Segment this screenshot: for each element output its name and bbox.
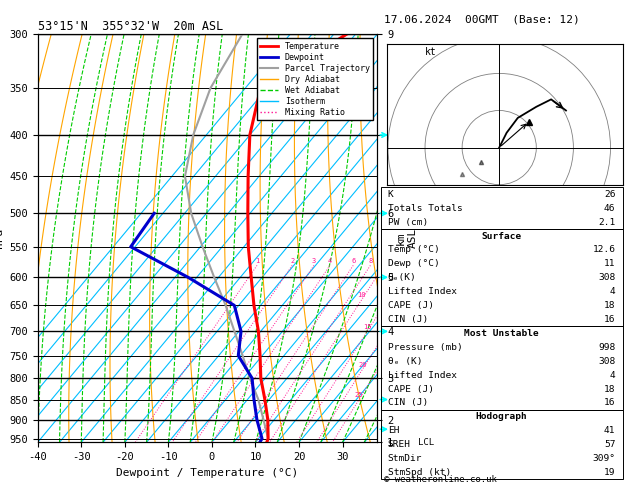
Text: Hodograph: Hodograph (476, 412, 528, 421)
Text: StmSpd (kt): StmSpd (kt) (388, 468, 451, 477)
Text: 46: 46 (604, 204, 615, 213)
Text: LCL: LCL (418, 438, 434, 447)
Text: Surface: Surface (482, 232, 521, 241)
Text: 15: 15 (363, 324, 372, 330)
Text: θₑ(K): θₑ(K) (388, 273, 416, 282)
Text: 308: 308 (598, 357, 615, 365)
Text: 4: 4 (610, 371, 615, 380)
Text: 17.06.2024  00GMT  (Base: 12): 17.06.2024 00GMT (Base: 12) (384, 14, 579, 24)
Text: K: K (388, 190, 394, 199)
Text: 20: 20 (358, 362, 367, 367)
Text: 4: 4 (328, 258, 332, 263)
Text: CIN (J): CIN (J) (388, 315, 428, 324)
Text: StmDir: StmDir (388, 454, 422, 463)
Text: 2.1: 2.1 (598, 218, 615, 226)
Text: Totals Totals: Totals Totals (388, 204, 462, 213)
Text: 10: 10 (357, 292, 366, 298)
Text: kt: kt (425, 47, 437, 57)
Text: 11: 11 (604, 260, 615, 268)
Text: 2: 2 (290, 258, 294, 263)
Text: 41: 41 (604, 426, 615, 435)
Text: 16: 16 (604, 315, 615, 324)
Text: 4: 4 (610, 287, 615, 296)
Text: © weatheronline.co.uk: © weatheronline.co.uk (384, 474, 496, 484)
Text: 19: 19 (604, 468, 615, 477)
Text: Lifted Index: Lifted Index (388, 287, 457, 296)
Text: Dewp (°C): Dewp (°C) (388, 260, 440, 268)
Text: 18: 18 (604, 301, 615, 310)
Text: 25: 25 (355, 392, 363, 398)
Text: CAPE (J): CAPE (J) (388, 301, 434, 310)
Text: CAPE (J): CAPE (J) (388, 384, 434, 394)
Text: 57: 57 (604, 440, 615, 449)
Text: θₑ (K): θₑ (K) (388, 357, 422, 365)
Text: CIN (J): CIN (J) (388, 399, 428, 407)
Bar (381, 229, 623, 326)
Text: SREH: SREH (388, 440, 411, 449)
Text: Lifted Index: Lifted Index (388, 371, 457, 380)
Text: 18: 18 (604, 384, 615, 394)
Bar (381, 410, 623, 479)
Y-axis label: km
ASL: km ASL (396, 228, 418, 248)
Text: 3: 3 (312, 258, 316, 263)
Text: 998: 998 (598, 343, 615, 352)
Text: PW (cm): PW (cm) (388, 218, 428, 226)
Text: 308: 308 (598, 273, 615, 282)
Text: 1: 1 (255, 258, 259, 263)
Bar (381, 326, 623, 410)
Text: Pressure (mb): Pressure (mb) (388, 343, 462, 352)
Text: 12.6: 12.6 (593, 245, 615, 255)
Bar (381, 187, 623, 229)
Text: 309°: 309° (593, 454, 615, 463)
Text: Most Unstable: Most Unstable (464, 329, 539, 338)
Text: Temp (°C): Temp (°C) (388, 245, 440, 255)
Text: 8: 8 (368, 258, 372, 263)
Legend: Temperature, Dewpoint, Parcel Trajectory, Dry Adiabat, Wet Adiabat, Isotherm, Mi: Temperature, Dewpoint, Parcel Trajectory… (257, 38, 373, 121)
Y-axis label: hPa: hPa (0, 228, 4, 248)
Text: 26: 26 (604, 190, 615, 199)
Text: 53°15'N  355°32'W  20m ASL: 53°15'N 355°32'W 20m ASL (38, 20, 223, 33)
X-axis label: Dewpoint / Temperature (°C): Dewpoint / Temperature (°C) (116, 468, 299, 478)
Text: 16: 16 (604, 399, 615, 407)
Text: 6: 6 (351, 258, 355, 263)
Text: EH: EH (388, 426, 399, 435)
